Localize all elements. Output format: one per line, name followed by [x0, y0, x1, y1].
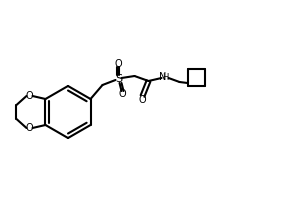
- Text: O: O: [115, 59, 122, 69]
- Text: H: H: [162, 72, 169, 82]
- Text: O: O: [119, 89, 126, 99]
- Text: O: O: [139, 95, 146, 105]
- Text: N: N: [159, 72, 166, 82]
- Text: S: S: [115, 74, 122, 84]
- Text: O: O: [26, 91, 33, 101]
- Text: O: O: [26, 123, 33, 133]
